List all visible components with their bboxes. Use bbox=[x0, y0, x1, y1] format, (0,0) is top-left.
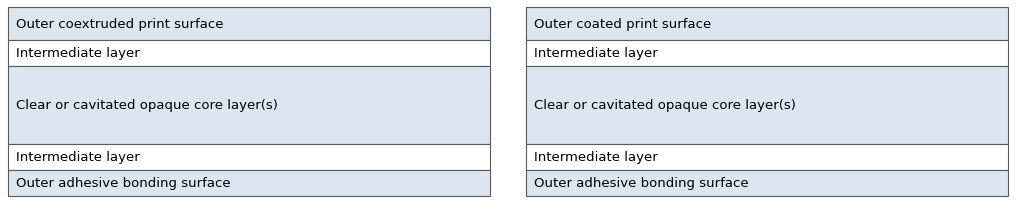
Text: Intermediate layer: Intermediate layer bbox=[534, 47, 657, 60]
Bar bbox=[526, 8, 1008, 40]
Text: Outer coextruded print surface: Outer coextruded print surface bbox=[16, 18, 223, 31]
Text: Intermediate layer: Intermediate layer bbox=[16, 151, 139, 164]
Bar bbox=[8, 40, 490, 66]
Text: Outer adhesive bonding surface: Outer adhesive bonding surface bbox=[534, 177, 749, 190]
Bar bbox=[526, 144, 1008, 170]
Text: Clear or cavitated opaque core layer(s): Clear or cavitated opaque core layer(s) bbox=[534, 99, 796, 112]
Bar bbox=[8, 144, 490, 170]
Text: Intermediate layer: Intermediate layer bbox=[534, 151, 657, 164]
Text: Outer adhesive bonding surface: Outer adhesive bonding surface bbox=[16, 177, 230, 190]
Bar bbox=[8, 170, 490, 196]
Bar bbox=[526, 40, 1008, 66]
Text: Intermediate layer: Intermediate layer bbox=[16, 47, 139, 60]
Text: Outer coated print surface: Outer coated print surface bbox=[534, 18, 712, 31]
Bar bbox=[526, 170, 1008, 196]
Bar bbox=[8, 8, 490, 40]
Bar bbox=[526, 66, 1008, 144]
Bar bbox=[8, 66, 490, 144]
Text: Clear or cavitated opaque core layer(s): Clear or cavitated opaque core layer(s) bbox=[16, 99, 278, 112]
